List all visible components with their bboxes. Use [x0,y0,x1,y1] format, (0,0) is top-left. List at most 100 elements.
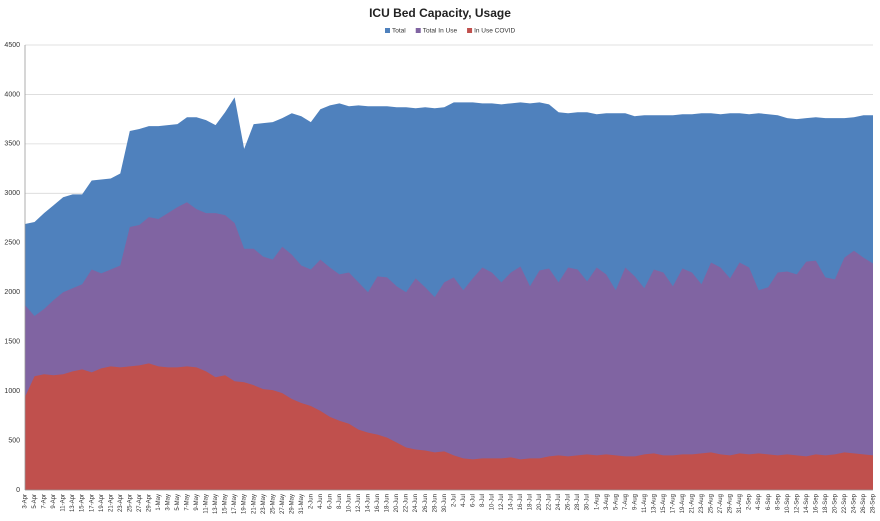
x-tick-label: 24-Jul [556,494,562,510]
x-tick-label: 17-Aug [670,494,676,513]
x-tick-label: 19-May [242,494,248,514]
x-tick-label: 18-Jun [385,494,391,512]
x-tick-label: 2-Sep [747,493,753,510]
x-tick-label: 15-Apr [80,494,86,512]
x-tick-label: 7-Apr [42,494,48,509]
x-tick-label: 18-Jul [528,494,534,510]
y-tick-label: 4500 [4,42,20,49]
x-tick-label: 21-May [251,494,257,514]
x-tick-label: 16-Jul [518,494,524,510]
x-tick-label: 15-May [223,494,229,514]
x-tick-label: 10-Sep [785,493,791,513]
x-tick-label: 12-Sep [794,493,800,513]
x-tick-label: 22-Sep [842,493,848,513]
x-tick-label: 9-May [194,494,200,511]
x-tick-label: 18-Sep [823,493,829,513]
x-tick-label: 21-Aug [690,494,696,513]
x-tick-label: 5-Apr [32,494,38,509]
x-tick-label: 5-May [175,494,181,511]
y-tick-label: 2000 [4,289,20,296]
x-tick-label: 28-Jun [432,494,438,512]
x-tick-label: 7-May [185,494,191,511]
area [25,363,873,490]
x-tick-label: 10-Jun [347,494,353,512]
legend-swatch [385,28,390,33]
x-tick-label: 4-Sep [756,493,762,510]
x-tick-label: 3-Apr [23,494,29,509]
x-tick-label: 4-Jul [461,494,467,507]
y-tick-label: 1500 [4,339,20,346]
x-tick-label: 11-Aug [642,494,648,513]
x-tick-label: 23-Aug [699,494,705,513]
legend-label: Total In Use [423,28,458,35]
x-tick-label: 11-May [204,494,210,514]
x-tick-label: 8-Sep [775,493,781,510]
y-tick-label: 2500 [4,240,20,247]
x-tick-label: 24-Sep [852,493,858,513]
x-tick-label: 12-Jun [356,494,362,512]
x-tick-label: 4-Jun [318,494,324,509]
legend-label: Total [392,28,406,35]
x-tick-label: 9-Apr [51,494,57,509]
legend-swatch [415,28,421,33]
x-tick-label: 8-Jun [337,494,343,509]
y-tick-label: 3500 [4,141,20,148]
x-tick-label: 17-Apr [89,494,95,512]
x-tick-label: 24-Jun [413,494,419,512]
x-tick-label: 2-Jun [308,494,314,509]
x-tick-label: 6-Jul [470,494,476,507]
x-tick-label: 1-May [156,494,162,511]
x-tick-label: 26-Sep [861,493,867,513]
x-tick-label: 20-Jun [394,494,400,512]
x-tick-label: 13-May [213,494,219,514]
x-tick-label: 23-Apr [118,494,124,512]
x-tick-label: 29-Apr [146,494,152,512]
x-tick-label: 22-Jul [547,494,553,510]
x-tick-label: 1-Aug [594,494,600,510]
x-tick-label: 12-Jul [499,494,505,510]
x-tick-label: 27-Apr [137,494,143,512]
x-tick-label: 13-Aug [651,494,657,513]
x-tick-label: 25-Aug [709,494,715,513]
x-tick-label: 14-Jul [509,494,515,510]
x-tick-label: 29-May [289,494,295,514]
y-tick-label: 0 [16,487,20,494]
y-tick-label: 4000 [4,91,20,98]
x-tick-label: 9-Aug [632,494,638,510]
x-tick-label: 31-Aug [737,494,743,513]
x-tick-label: 28-Jul [575,494,581,510]
x-tick-label: 20-Jul [537,494,543,510]
chart-title: ICU Bed Capacity, Usage [369,6,511,20]
y-tick-label: 1000 [4,388,20,395]
x-tick-label: 8-Jul [480,494,486,507]
x-tick-label: 2-Jul [451,494,457,507]
x-tick-label: 30-Jul [585,494,591,510]
x-tick-label: 13-Apr [70,494,76,512]
x-tick-label: 27-Aug [718,494,724,513]
x-tick-label: 27-May [280,494,286,514]
x-tick-label: 20-Sep [832,493,838,513]
x-tick-label: 21-Apr [108,494,114,512]
x-tick-label: 3-May [165,494,171,511]
x-tick-label: 26-Jul [566,494,572,510]
x-tick-label: 3-Aug [604,494,610,510]
x-tick-label: 19-Apr [99,494,105,512]
x-tick-label: 30-Jun [442,494,448,512]
x-tick-label: 7-Aug [623,494,629,510]
x-tick-label: 14-Sep [804,493,810,513]
x-tick-label: 16-Sep [813,493,819,513]
x-tick-label: 17-May [232,494,238,514]
x-tick-label: 6-Sep [766,493,772,510]
y-tick-label: 3000 [4,190,20,197]
x-tick-label: 6-Jun [327,494,333,509]
legend-swatch [467,28,473,33]
x-tick-label: 31-May [299,494,305,514]
x-tick-label: 22-Jun [404,494,410,512]
x-tick-label: 16-Jun [375,494,381,512]
x-tick-label: 11-Apr [61,494,67,512]
x-tick-label: 5-Aug [613,494,619,510]
x-tick-label: 19-Aug [680,494,686,513]
x-tick-label: 29-Aug [728,494,734,513]
x-tick-label: 10-Jul [489,494,495,510]
